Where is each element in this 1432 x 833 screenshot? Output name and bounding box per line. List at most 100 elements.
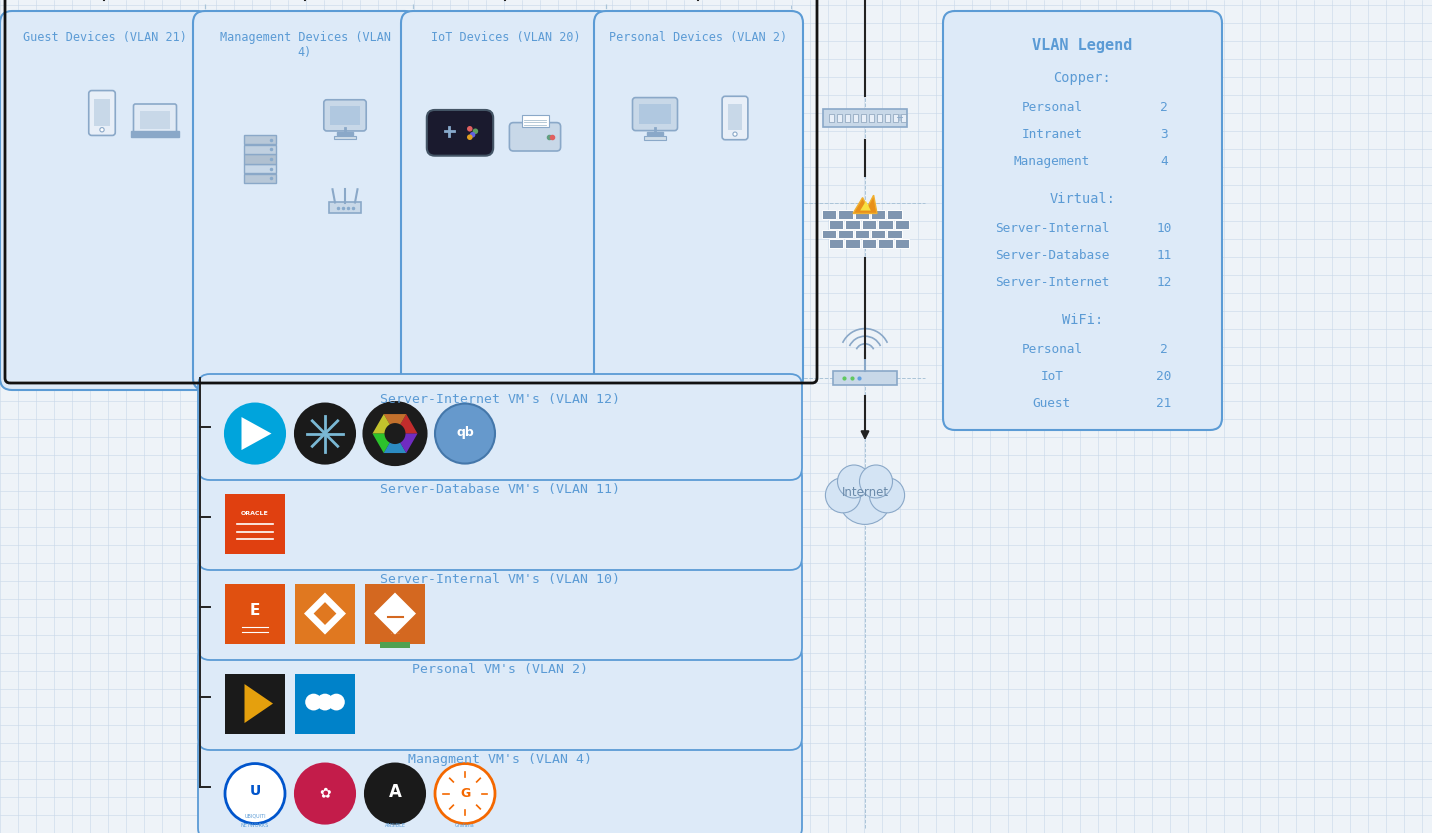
Bar bbox=[225, 584, 285, 644]
Bar bbox=[640, 104, 670, 124]
FancyBboxPatch shape bbox=[0, 11, 209, 390]
FancyBboxPatch shape bbox=[193, 11, 417, 390]
Text: Management Devices (VLAN
4): Management Devices (VLAN 4) bbox=[219, 31, 391, 59]
Text: UBIQUITI: UBIQUITI bbox=[245, 814, 266, 819]
Text: 21: 21 bbox=[1157, 397, 1171, 410]
Bar bbox=[95, 99, 110, 126]
Bar bbox=[140, 111, 170, 128]
FancyBboxPatch shape bbox=[427, 110, 493, 156]
Bar bbox=[838, 114, 842, 122]
Circle shape bbox=[859, 465, 892, 498]
Text: A: A bbox=[388, 783, 401, 801]
Bar bbox=[862, 239, 876, 248]
Polygon shape bbox=[374, 592, 417, 635]
Circle shape bbox=[295, 403, 355, 463]
Bar bbox=[243, 174, 276, 183]
Bar bbox=[888, 230, 902, 238]
FancyBboxPatch shape bbox=[722, 97, 748, 140]
Bar bbox=[130, 132, 179, 137]
Bar bbox=[225, 674, 285, 734]
Text: 10: 10 bbox=[1157, 222, 1171, 235]
Bar bbox=[521, 115, 548, 127]
Circle shape bbox=[470, 132, 475, 137]
Polygon shape bbox=[384, 414, 407, 433]
FancyBboxPatch shape bbox=[198, 374, 802, 480]
Text: Management: Management bbox=[1014, 155, 1090, 168]
Bar bbox=[643, 136, 666, 140]
Text: 20: 20 bbox=[1157, 370, 1171, 383]
Bar bbox=[878, 239, 892, 248]
Bar bbox=[243, 164, 276, 173]
Circle shape bbox=[839, 471, 891, 525]
FancyBboxPatch shape bbox=[89, 91, 115, 136]
Bar bbox=[901, 114, 906, 122]
Text: Server-Internal VM's (VLAN 10): Server-Internal VM's (VLAN 10) bbox=[379, 573, 620, 586]
Bar bbox=[895, 220, 909, 229]
Text: WiFi:: WiFi: bbox=[1063, 313, 1103, 327]
Bar bbox=[878, 114, 882, 122]
FancyBboxPatch shape bbox=[510, 122, 560, 151]
Circle shape bbox=[435, 403, 495, 463]
Text: 3: 3 bbox=[1160, 128, 1169, 141]
Polygon shape bbox=[395, 433, 418, 453]
Circle shape bbox=[838, 465, 871, 498]
Bar bbox=[855, 211, 869, 219]
Text: 11: 11 bbox=[1157, 249, 1171, 262]
Bar bbox=[823, 109, 906, 127]
Text: - - - - -: - - - - - bbox=[391, 631, 400, 635]
Circle shape bbox=[295, 764, 355, 824]
Bar bbox=[838, 230, 852, 238]
Text: IoT Devices (VLAN 20): IoT Devices (VLAN 20) bbox=[431, 31, 580, 44]
Text: Personal: Personal bbox=[1021, 101, 1083, 114]
Bar bbox=[829, 239, 843, 248]
Text: Internet: Internet bbox=[842, 486, 889, 500]
Bar bbox=[829, 114, 835, 122]
Bar bbox=[862, 220, 876, 229]
Text: Copper:: Copper: bbox=[1054, 71, 1111, 85]
Circle shape bbox=[225, 403, 285, 463]
Polygon shape bbox=[372, 414, 395, 433]
Polygon shape bbox=[242, 417, 272, 450]
Circle shape bbox=[305, 694, 322, 711]
Text: G: G bbox=[460, 787, 470, 800]
Bar bbox=[838, 211, 852, 219]
Bar bbox=[243, 145, 276, 154]
Text: Grafana: Grafana bbox=[455, 822, 475, 827]
Bar bbox=[895, 239, 909, 248]
Text: E: E bbox=[249, 603, 261, 618]
Bar bbox=[337, 132, 352, 135]
Bar bbox=[822, 230, 836, 238]
Text: Managment VM's (VLAN 4): Managment VM's (VLAN 4) bbox=[408, 753, 591, 766]
Circle shape bbox=[385, 423, 405, 444]
Text: 2: 2 bbox=[1160, 343, 1169, 356]
FancyBboxPatch shape bbox=[198, 554, 802, 660]
Text: ANSIBLE: ANSIBLE bbox=[385, 822, 405, 827]
Bar bbox=[845, 114, 851, 122]
FancyBboxPatch shape bbox=[633, 97, 677, 131]
Text: +: + bbox=[895, 113, 904, 123]
Text: Server-Internal: Server-Internal bbox=[995, 222, 1110, 235]
Bar bbox=[885, 114, 891, 122]
Bar bbox=[845, 220, 859, 229]
Circle shape bbox=[435, 764, 495, 824]
Text: Personal VM's (VLAN 2): Personal VM's (VLAN 2) bbox=[412, 663, 589, 676]
Bar bbox=[871, 211, 885, 219]
Circle shape bbox=[100, 127, 105, 132]
Polygon shape bbox=[245, 684, 274, 723]
Text: ✿: ✿ bbox=[319, 786, 331, 801]
Bar bbox=[894, 114, 898, 122]
Text: 2: 2 bbox=[1160, 101, 1169, 114]
Circle shape bbox=[825, 477, 861, 513]
Text: ORACLE: ORACLE bbox=[241, 511, 269, 516]
Text: qb: qb bbox=[457, 426, 474, 438]
Bar bbox=[647, 132, 663, 135]
Circle shape bbox=[328, 694, 345, 711]
Text: Guest: Guest bbox=[1032, 397, 1071, 410]
Bar bbox=[869, 114, 875, 122]
Polygon shape bbox=[861, 201, 871, 211]
Circle shape bbox=[467, 126, 473, 132]
FancyBboxPatch shape bbox=[198, 734, 802, 833]
Text: VLAN Legend: VLAN Legend bbox=[1032, 38, 1133, 53]
Bar bbox=[829, 220, 843, 229]
Polygon shape bbox=[853, 195, 876, 213]
